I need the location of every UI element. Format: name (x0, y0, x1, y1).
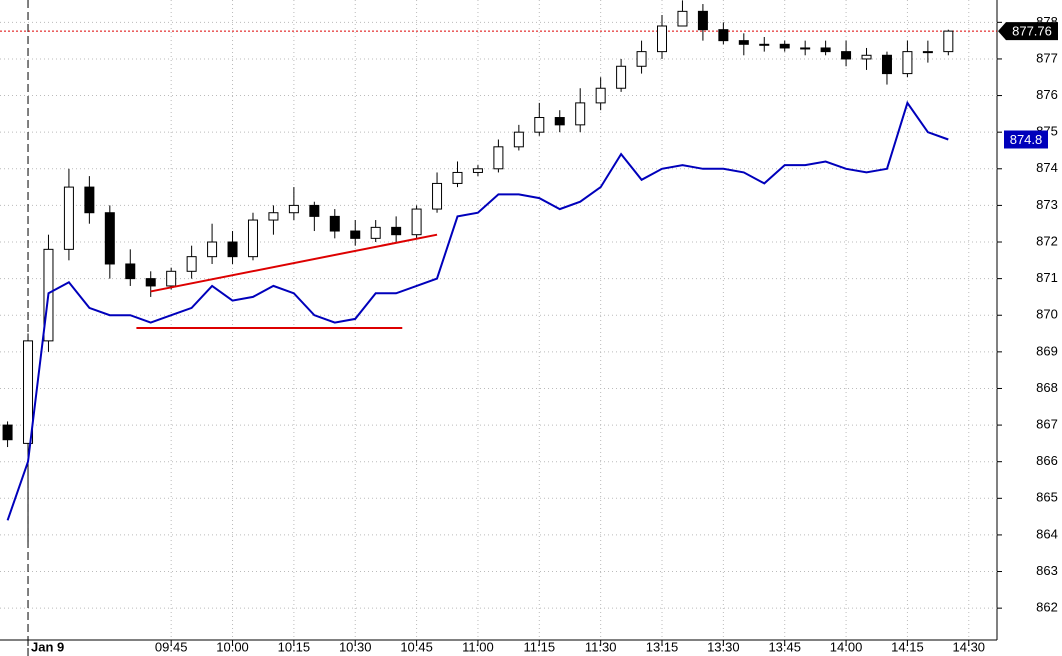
candle-body (166, 270, 177, 287)
candle-body (247, 219, 258, 258)
y-tick-label: 868 (1036, 380, 1058, 395)
y-tick-label: 862 (1036, 600, 1058, 615)
candle-body (636, 51, 647, 67)
candle-body (145, 278, 156, 287)
last-price-label: 877.76 (1012, 24, 1052, 39)
y-tick-label: 866 (1036, 453, 1058, 468)
y-tick-label: 871 (1036, 270, 1058, 285)
candle-body (125, 263, 136, 280)
candle-body (902, 51, 913, 75)
x-tick-label: Jan 9 (31, 639, 64, 654)
overlay-value-label: 874.8 (1010, 132, 1043, 147)
y-tick-label: 874 (1036, 160, 1058, 175)
y-tick-label: 870 (1036, 307, 1058, 322)
candle-body (534, 117, 545, 133)
candle-body (595, 87, 606, 104)
candle-body (309, 204, 320, 217)
y-tick-label: 876 (1036, 87, 1058, 102)
candle-body (207, 241, 218, 258)
y-tick-label: 877 (1036, 50, 1058, 65)
candle-body (23, 340, 34, 444)
trendline (150, 233, 438, 293)
x-tick-label: 13:15 (646, 639, 679, 654)
x-tick-label: 14:15 (891, 639, 924, 654)
x-tick-label: 10:30 (339, 639, 372, 654)
x-tick-label: 11:30 (585, 639, 617, 654)
candle-body (841, 51, 852, 60)
candle-body (513, 131, 524, 148)
candle-body (370, 226, 381, 239)
candle-body (2, 424, 13, 441)
candle-body (575, 102, 586, 126)
x-tick-label: 13:45 (768, 639, 801, 654)
candle-body (288, 204, 299, 214)
candle-body (800, 47, 811, 50)
candle-body (759, 43, 770, 46)
y-tick-label: 863 (1036, 563, 1058, 578)
candle-body (657, 25, 668, 53)
candle-body (861, 54, 872, 60)
x-tick-label: 11:15 (524, 639, 556, 654)
candle-body (411, 208, 422, 236)
x-tick-label: 09:45 (155, 639, 188, 654)
candle-body (391, 226, 402, 236)
x-tick-label: 10:00 (216, 639, 249, 654)
candle-body (104, 212, 115, 265)
candle-body (554, 117, 565, 126)
x-tick-label: 14:30 (953, 639, 986, 654)
candle-body (881, 54, 892, 75)
last-price-box (998, 22, 1058, 41)
candle-body (779, 43, 790, 49)
y-tick-label: 867 (1036, 417, 1058, 432)
candle-body (227, 241, 238, 258)
overlay-line (6, 100, 949, 521)
x-tick-label: 11:00 (462, 639, 494, 654)
candle-body (350, 230, 361, 239)
candle-body (472, 168, 483, 173)
candle-body (493, 146, 504, 170)
candle-body (616, 65, 627, 89)
candle-body (63, 186, 74, 250)
candle-body (329, 215, 340, 232)
candle-body (820, 47, 831, 53)
candle-body (268, 212, 279, 221)
y-tick-label: 864 (1036, 526, 1058, 541)
candle-body (432, 182, 443, 210)
x-tick-label: 10:45 (400, 639, 433, 654)
x-tick-label: 10:15 (278, 639, 311, 654)
y-tick-label: 865 (1036, 490, 1058, 505)
candle-body (452, 171, 463, 184)
y-tick-label: 873 (1036, 197, 1058, 212)
candle-body (943, 30, 954, 53)
candle-body (697, 10, 708, 31)
candle-body (84, 186, 95, 214)
candle-body (677, 10, 688, 27)
overlay-value-box (1004, 130, 1048, 149)
y-tick-label: 869 (1036, 343, 1058, 358)
candle-body (738, 40, 749, 45)
y-tick-label: 872 (1036, 233, 1058, 248)
x-tick-label: 14:00 (830, 639, 863, 654)
candle-body (718, 29, 729, 42)
candle-body (186, 256, 197, 272)
x-tick-label: 13:30 (707, 639, 740, 654)
candle-body (922, 51, 933, 54)
